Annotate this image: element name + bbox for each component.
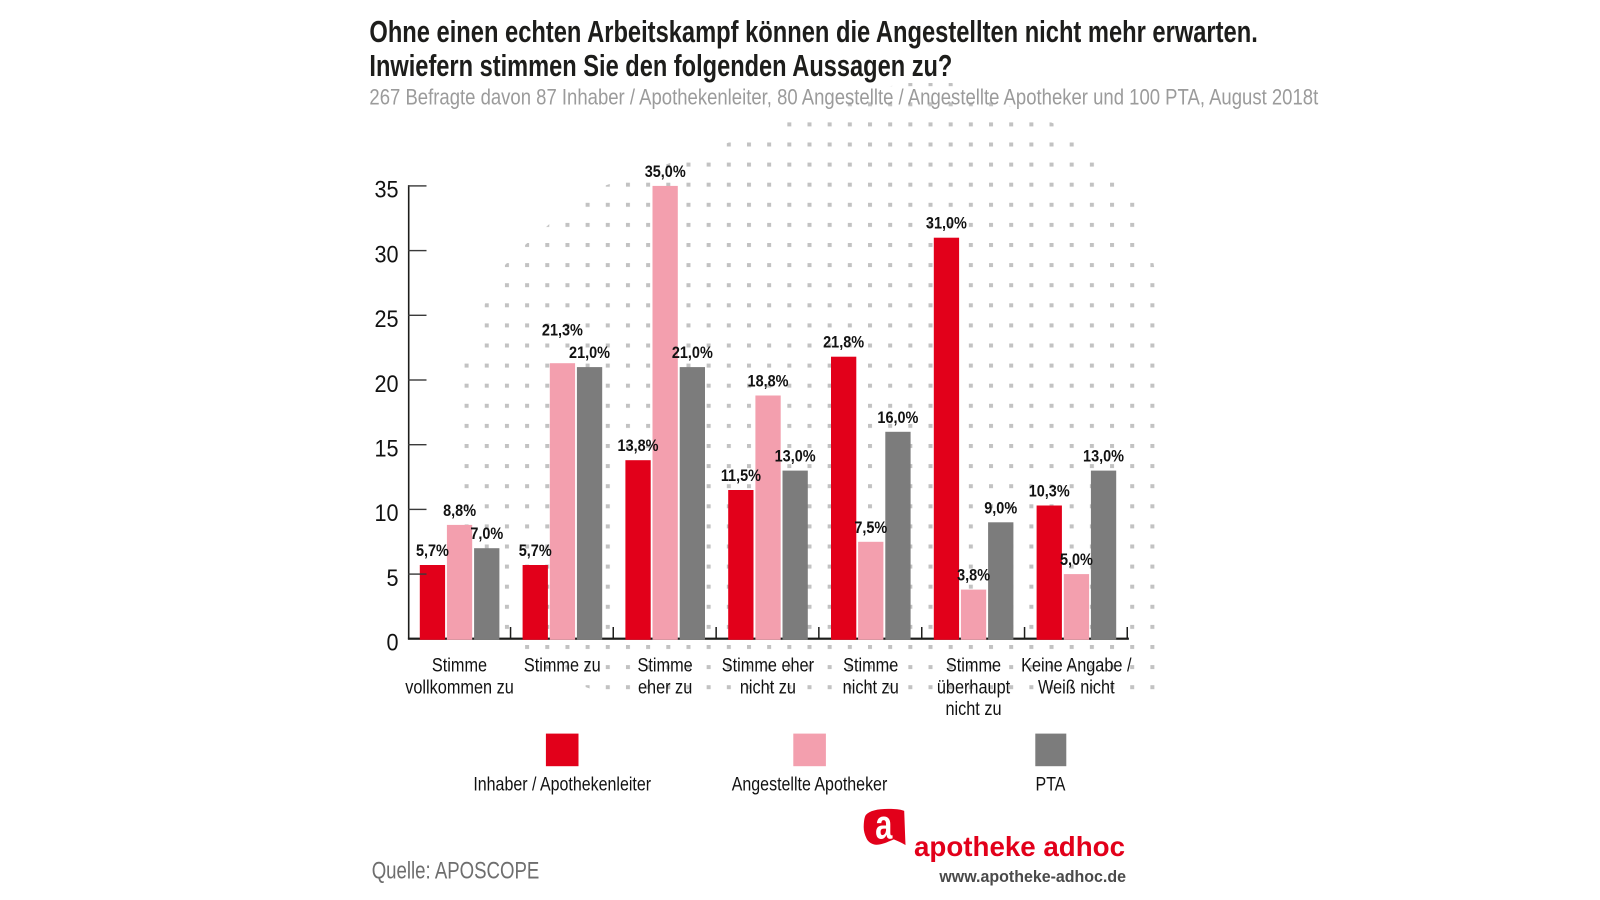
svg-text:13,0%: 13,0% [1083,448,1124,466]
svg-text:überhaupt: überhaupt [937,676,1010,698]
svg-text:Stimme: Stimme [843,654,898,676]
svg-text:Weiß nicht: Weiß nicht [1038,676,1115,698]
svg-text:5: 5 [386,564,398,591]
svg-text:25: 25 [374,305,398,332]
svg-text:Stimme zu: Stimme zu [524,654,601,676]
svg-text:Stimme: Stimme [432,654,487,676]
svg-text:apotheke adhoc: apotheke adhoc [914,831,1125,862]
svg-text:21,8%: 21,8% [823,334,864,352]
svg-text:35: 35 [374,176,398,203]
svg-text:13,0%: 13,0% [775,448,816,466]
svg-text:eher zu: eher zu [638,676,692,698]
svg-text:16,0%: 16,0% [877,409,918,427]
svg-text:vollkommen zu: vollkommen zu [405,676,514,698]
svg-text:Stimme: Stimme [638,654,693,676]
svg-text:10,3%: 10,3% [1029,482,1070,500]
svg-text:a: a [875,801,893,847]
svg-text:nicht zu: nicht zu [740,676,796,698]
svg-text:Ohne einen echten Arbeitskampf: Ohne einen echten Arbeitskampf können di… [369,14,1257,49]
svg-text:5,0%: 5,0% [1060,551,1093,569]
svg-text:15: 15 [374,434,398,461]
svg-text:PTA: PTA [1036,773,1066,795]
svg-text:31,0%: 31,0% [926,215,967,233]
svg-text:Angestellte Apotheker: Angestellte Apotheker [732,773,888,795]
svg-text:Stimme: Stimme [946,654,1001,676]
svg-text:Inwiefern stimmen Sie den folg: Inwiefern stimmen Sie den folgenden Auss… [369,48,952,83]
svg-text:20: 20 [374,370,398,397]
svg-text:7,0%: 7,0% [470,525,503,543]
svg-text:Inhaber / Apothekenleiter: Inhaber / Apothekenleiter [473,773,651,795]
svg-text:5,7%: 5,7% [519,542,552,560]
svg-text:21,0%: 21,0% [672,344,713,362]
svg-text:18,8%: 18,8% [748,372,789,390]
svg-text:267 Befragte davon 87 Inhaber: 267 Befragte davon 87 Inhaber / Apotheke… [369,86,1318,110]
svg-text:21,0%: 21,0% [569,344,610,362]
svg-text:Keine Angabe /: Keine Angabe / [1021,654,1131,676]
svg-text:Stimme eher: Stimme eher [722,654,814,676]
svg-text:0: 0 [386,629,398,656]
svg-text:nicht zu: nicht zu [843,676,899,698]
svg-text:10: 10 [374,499,398,526]
svg-text:5,7%: 5,7% [416,542,449,560]
svg-text:7,5%: 7,5% [854,519,887,537]
svg-text:21,3%: 21,3% [542,321,583,339]
svg-text:30: 30 [374,240,398,267]
svg-text:11,5%: 11,5% [721,467,761,485]
svg-text:3,8%: 3,8% [957,567,990,585]
svg-text:8,8%: 8,8% [443,502,476,520]
svg-text:www.apotheke-adhoc.de: www.apotheke-adhoc.de [938,868,1126,887]
svg-text:Quelle: APOSCOPE: Quelle: APOSCOPE [372,857,540,884]
svg-text:35,0%: 35,0% [645,163,686,181]
svg-text:nicht zu: nicht zu [945,698,1001,720]
svg-text:9,0%: 9,0% [984,499,1017,517]
svg-text:13,8%: 13,8% [618,437,659,455]
